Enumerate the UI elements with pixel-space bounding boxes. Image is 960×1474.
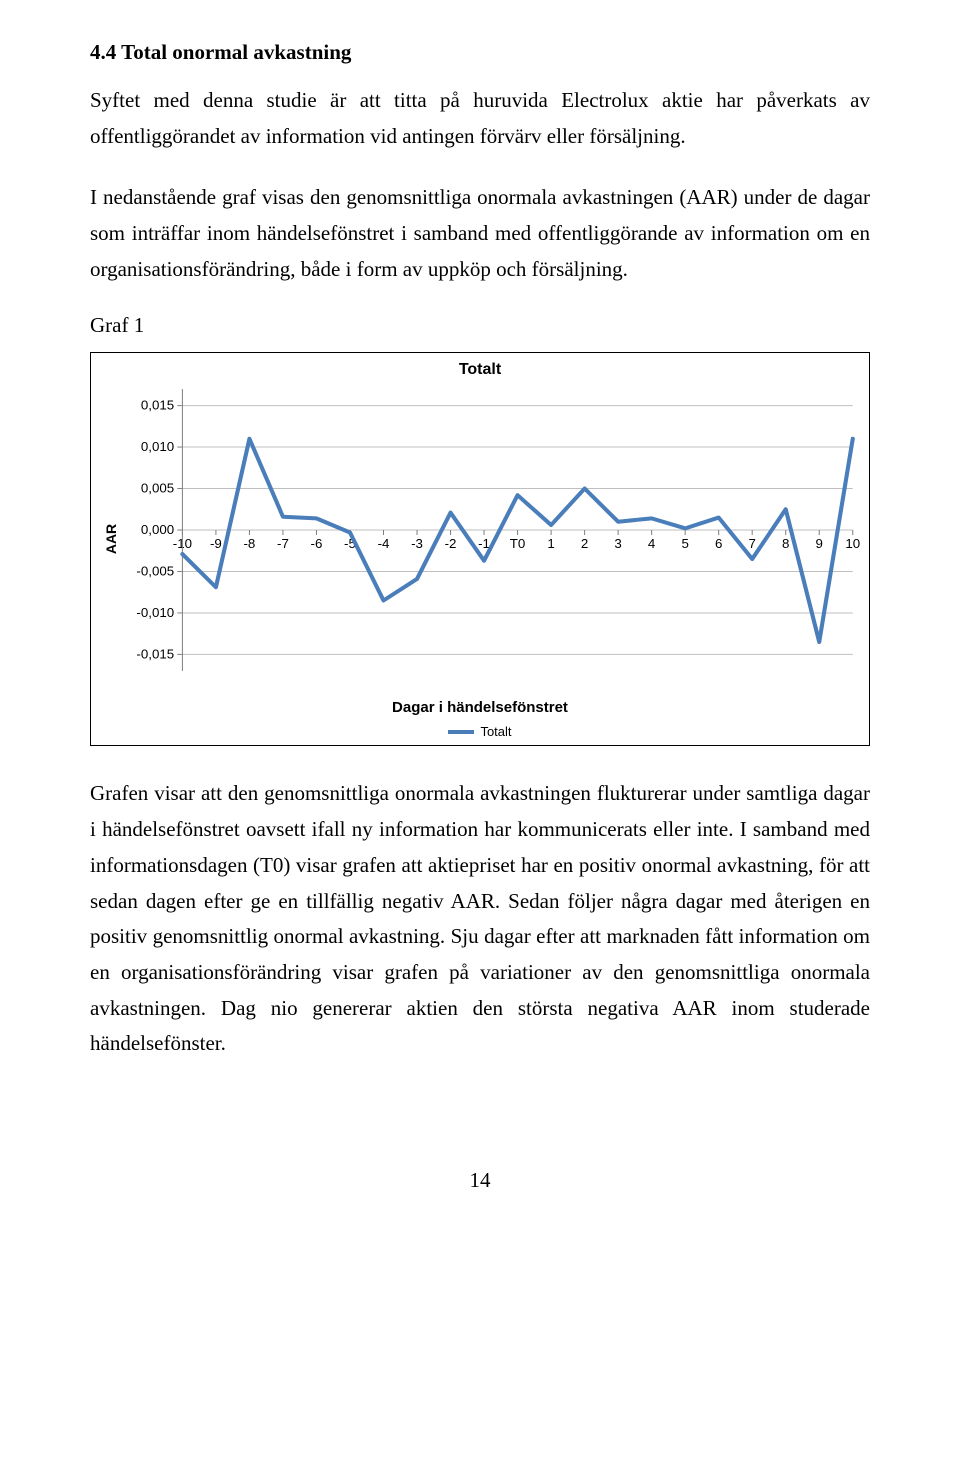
svg-text:-8: -8 (244, 537, 256, 552)
svg-text:0,000: 0,000 (141, 523, 174, 538)
paragraph-1: Syftet med denna studie är att titta på … (90, 83, 870, 154)
svg-text:-0,010: -0,010 (136, 606, 174, 621)
svg-text:0,005: 0,005 (141, 481, 174, 496)
svg-text:-6: -6 (311, 537, 323, 552)
svg-text:-4: -4 (378, 537, 390, 552)
svg-text:4: 4 (648, 537, 655, 552)
svg-text:2: 2 (581, 537, 588, 552)
svg-text:-0,005: -0,005 (136, 564, 174, 579)
page: 4.4 Total onormal avkastning Syftet med … (0, 0, 960, 1233)
svg-text:-3: -3 (411, 537, 423, 552)
svg-text:6: 6 (715, 537, 722, 552)
svg-text:8: 8 (782, 537, 789, 552)
svg-text:5: 5 (681, 537, 688, 552)
y-axis-label: AAR (103, 524, 119, 554)
paragraph-3: Grafen visar att den genomsnittliga onor… (90, 776, 870, 1062)
svg-text:7: 7 (748, 537, 755, 552)
page-number: 14 (90, 1088, 870, 1193)
svg-text:0,010: 0,010 (141, 440, 174, 455)
svg-text:9: 9 (816, 537, 823, 552)
legend-label: Totalt (480, 724, 511, 739)
plot-row: AAR 0,015 0,010 0,005 0,000 -0,005 -0,010 -0,0… (97, 379, 863, 699)
line-chart: 0,0150,0100,0050,000-0,005-0,010-0,015-1… (125, 379, 863, 699)
svg-text:-2: -2 (445, 537, 457, 552)
chart-title: Totalt (97, 359, 863, 379)
svg-text:-9: -9 (210, 537, 222, 552)
section-heading: 4.4 Total onormal avkastning (90, 40, 870, 65)
paragraph-2: I nedanstående graf visas den genomsnitt… (90, 180, 870, 287)
legend: Totalt (97, 720, 863, 745)
chart-container: Totalt AAR 0,015 0,010 0,005 0,000 -0,005 -0,… (90, 352, 870, 746)
svg-text:-7: -7 (277, 537, 289, 552)
svg-text:3: 3 (614, 537, 621, 552)
y-axis-label-col: AAR (97, 379, 125, 699)
legend-swatch (448, 730, 474, 734)
x-axis-label: Dagar i händelsefönstret (97, 699, 863, 720)
svg-text:-0,015: -0,015 (136, 647, 174, 662)
svg-text:1: 1 (547, 537, 554, 552)
svg-text:10: 10 (845, 537, 860, 552)
chart-caption: Graf 1 (90, 313, 870, 338)
svg-text:T0: T0 (510, 537, 526, 552)
svg-text:0,015: 0,015 (141, 398, 174, 413)
